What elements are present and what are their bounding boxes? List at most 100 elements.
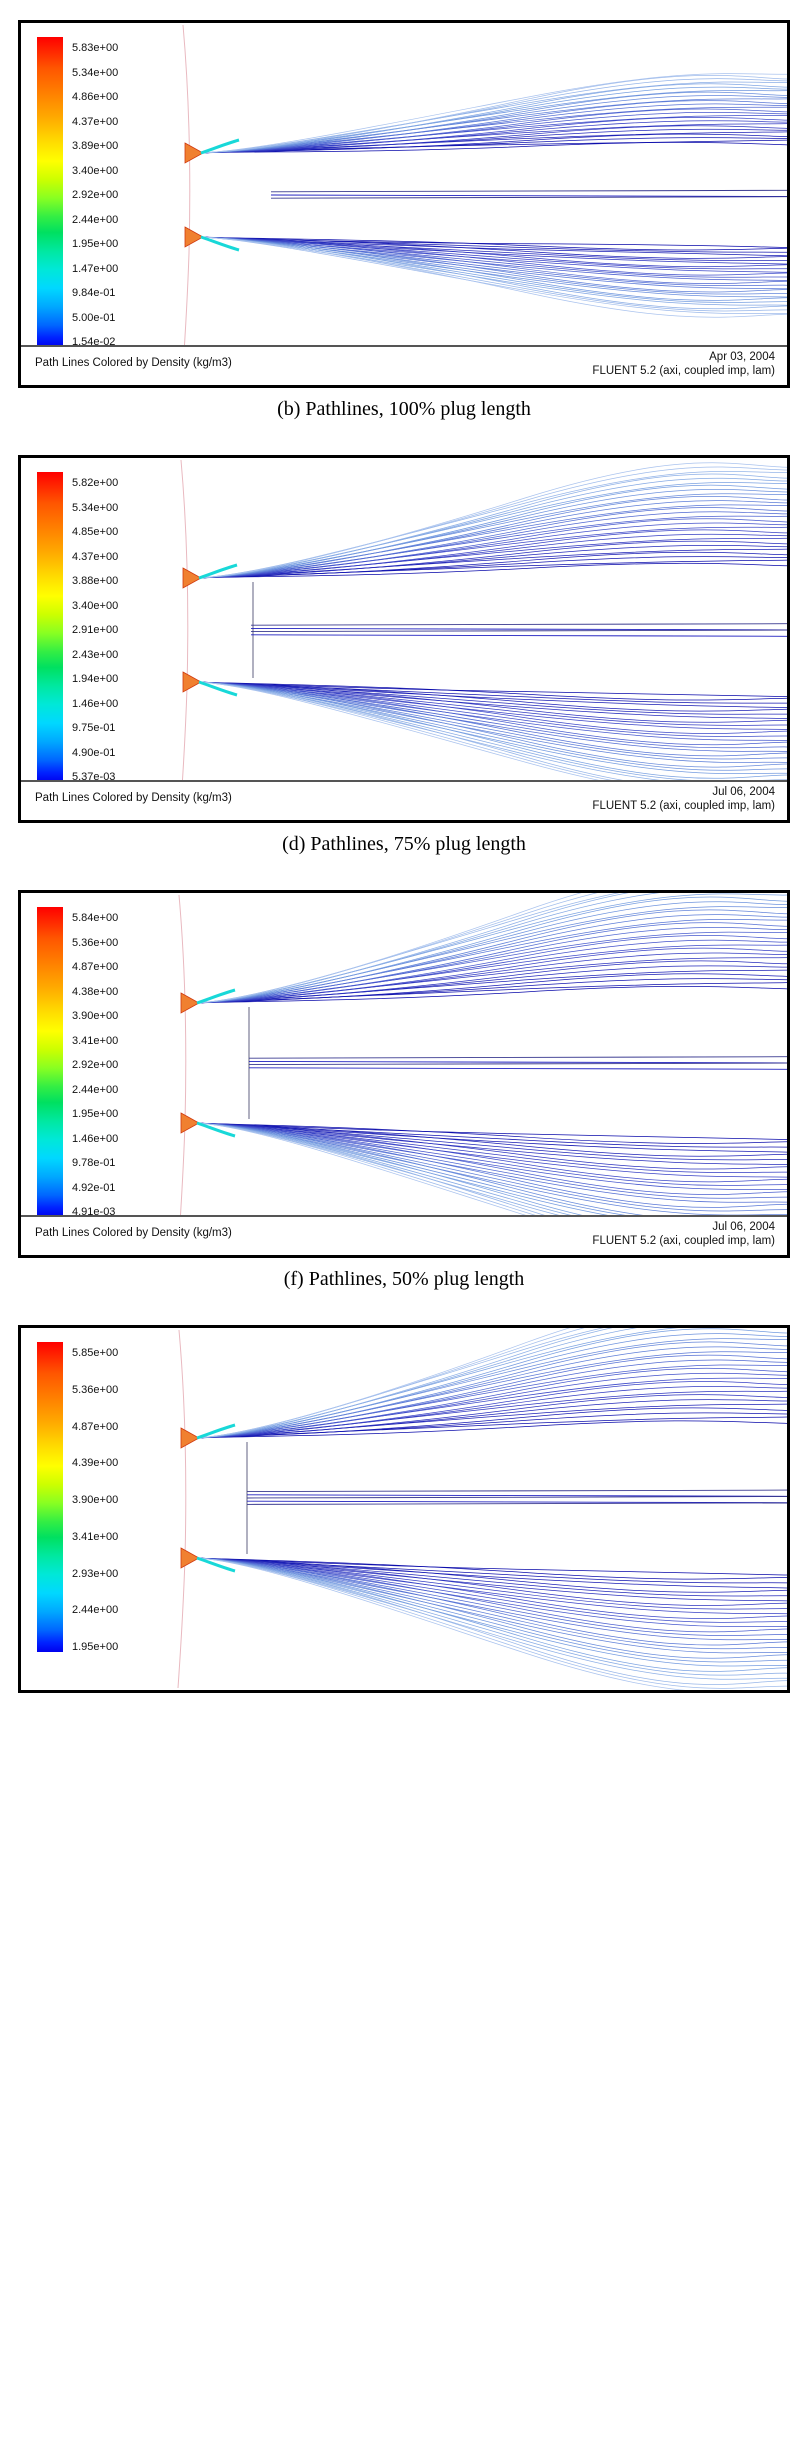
- footer-solver: FLUENT 5.2 (axi, coupled imp, lam): [592, 364, 775, 377]
- colorbar-tick-label: 1.95e+00: [72, 1108, 119, 1120]
- pathline: [194, 1381, 787, 1439]
- colorbar-tick-label: 2.93e+00: [72, 1567, 119, 1580]
- pathline: [198, 236, 787, 310]
- pathline: [194, 909, 787, 1004]
- pathline: [194, 901, 787, 1004]
- pathline: [194, 1328, 571, 1439]
- nozzle-marker: [180, 1427, 200, 1449]
- colorbar-tick-label: 3.89e+00: [72, 140, 119, 152]
- footer-date: Jul 06, 2004: [712, 1221, 775, 1233]
- nozzle-marker: [180, 992, 200, 1014]
- footer-solver: FLUENT 5.2 (axi, coupled imp, lam): [592, 799, 775, 812]
- pathlines-plot: [177, 1328, 787, 1690]
- plot-area: 5.82e+00 5.34e+00 4.85e+00 4.37e+00 3.88e+00…: [21, 458, 787, 820]
- pathline: [198, 236, 787, 259]
- pathline: [194, 935, 787, 1004]
- colorbar-gradient: [37, 1342, 63, 1652]
- pathline: [196, 681, 787, 734]
- nozzle-hot-streak: [200, 138, 240, 155]
- core-pathline: [246, 1500, 787, 1504]
- core-pathline: [250, 623, 787, 626]
- pathline: [194, 1341, 787, 1439]
- core-pathline: [248, 1062, 787, 1066]
- core-pathline: [246, 1496, 787, 1499]
- pathlines-plot: [181, 24, 787, 384]
- pathline: [196, 681, 787, 779]
- pathline: [194, 1557, 787, 1646]
- pathline: [194, 1557, 686, 1690]
- pathline: [194, 893, 630, 1004]
- core-pathline: [246, 1489, 787, 1493]
- figure-footer: Path Lines Colored by Density (kg/m3) Ju…: [21, 1215, 787, 1255]
- nozzle-marker: [182, 567, 202, 589]
- core-pathline: [250, 627, 787, 631]
- figure-panel-f: 5.84e+00 5.36e+00 4.87e+00 4.38e+00 3.90e+00…: [18, 890, 790, 1258]
- pathline: [196, 681, 787, 768]
- plot-area: 5.85e+00 5.36e+00 4.87e+00 4.39e+00 3.90e+00…: [21, 1328, 787, 1690]
- pathline: [194, 1557, 787, 1633]
- colorbar-tick-label: 2.92e+00: [72, 189, 119, 201]
- pathline: [196, 518, 787, 579]
- colorbar-tick-label: 5.34e+00: [72, 501, 119, 514]
- nozzle-marker: [184, 142, 204, 164]
- nozzle-marker: [182, 671, 202, 693]
- nozzle-marker: [180, 1112, 200, 1134]
- colorbar-tick-label: 2.44e+00: [72, 1604, 119, 1617]
- pathline: [198, 236, 787, 284]
- colorbar-tick-label: 4.39e+00: [72, 1457, 119, 1470]
- plot-area: 5.84e+00 5.36e+00 4.87e+00 4.38e+00 3.90e+00…: [21, 893, 787, 1255]
- colorbar-tick-label: 4.85e+00: [72, 526, 119, 538]
- core-pathline: [270, 194, 787, 197]
- colorbar-tick-label: 5.36e+00: [72, 1383, 119, 1396]
- colorbar-tick-label: 2.44e+00: [72, 1083, 119, 1096]
- pathline: [194, 1557, 787, 1685]
- nozzle-hot-streak: [196, 1121, 236, 1138]
- pathline: [194, 896, 787, 1004]
- core-pathline: [246, 1494, 787, 1497]
- colorbar-tick-label: 3.90e+00: [72, 1010, 119, 1022]
- pathline: [194, 1557, 787, 1580]
- nozzle-hot-streak: [196, 988, 236, 1005]
- colorbar-tick-label: 3.88e+00: [72, 575, 119, 587]
- pathline: [196, 529, 787, 579]
- pathline: [198, 236, 787, 268]
- pathline: [196, 526, 787, 579]
- core-pathline: [248, 1067, 787, 1070]
- footer-meta: Jul 06, 2004 FLUENT 5.2 (axi, coupled im…: [592, 1221, 775, 1248]
- pathline: [198, 236, 787, 293]
- pathline: [194, 1557, 787, 1672]
- pathline: [194, 947, 787, 1004]
- pathline: [194, 1557, 787, 1620]
- colorbar-tick-label: 9.78e-01: [72, 1157, 116, 1169]
- colorbar-tick-label: 4.37e+00: [72, 115, 119, 128]
- pathline: [196, 507, 787, 579]
- nozzle-hot-streak: [196, 1556, 236, 1573]
- nozzle-marker: [180, 1547, 200, 1569]
- pathline: [194, 1557, 787, 1593]
- colorbar-tick-label: 1.46e+00: [72, 1132, 119, 1145]
- footer-date: Apr 03, 2004: [709, 351, 775, 363]
- pathline: [194, 893, 582, 1004]
- pathline: [194, 922, 787, 1004]
- colorbar-tick-label: 3.41e+00: [72, 1034, 119, 1047]
- colorbar-panel-b: 5.83e+00 5.34e+00 4.86e+00 4.37e+00 3.89e+00…: [37, 37, 118, 348]
- pathlines-plot: [179, 459, 787, 819]
- caption-panel-b: (b) Pathlines, 100% plug length: [277, 398, 531, 420]
- pathline: [194, 1122, 787, 1144]
- colorbar-tick-label: 4.90e-01: [72, 746, 116, 759]
- figure-footer: Path Lines Colored by Density (kg/m3) Ap…: [21, 345, 787, 385]
- pathline: [198, 125, 787, 154]
- pathline: [194, 1403, 787, 1439]
- pathline: [196, 681, 787, 757]
- colorbar-tick-label: 9.84e-01: [72, 287, 116, 299]
- footer-title: Path Lines Colored by Density (kg/m3): [35, 1227, 232, 1239]
- core-pathline: [246, 1502, 787, 1505]
- footer-title: Path Lines Colored by Density (kg/m3): [35, 792, 232, 804]
- pathline: [194, 1420, 787, 1439]
- colorbar-tick-label: 3.90e+00: [72, 1494, 119, 1506]
- colorbar-panel-partial: 5.85e+00 5.36e+00 4.87e+00 4.39e+00 3.90e+00…: [37, 1342, 118, 1653]
- pathline: [198, 236, 787, 314]
- pathline: [194, 1557, 787, 1606]
- colorbar-panel-f: 5.84e+00 5.36e+00 4.87e+00 4.38e+00 3.90e+00…: [37, 907, 118, 1218]
